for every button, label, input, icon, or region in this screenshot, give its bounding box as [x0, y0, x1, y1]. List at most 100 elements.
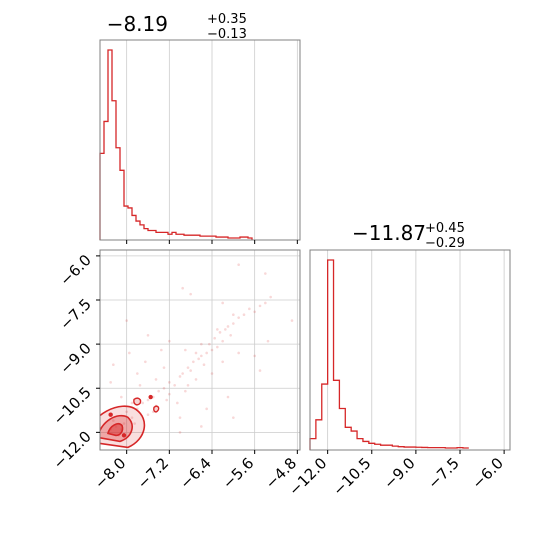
joint-frame: [99, 249, 301, 451]
scatter-point: [200, 425, 203, 428]
hist2-xtick-label-3: −7.5: [424, 454, 462, 492]
scatter-point: [202, 363, 206, 367]
joint-ytick-label-1: −7.5: [56, 295, 94, 333]
scatter-point: [146, 413, 150, 417]
contour-islet-1: [133, 397, 142, 406]
hist2-xtick-label-2: −9.0: [380, 454, 418, 492]
scatter-point: [232, 322, 235, 325]
scatter-point: [226, 325, 230, 328]
scatter-point: [133, 422, 136, 425]
scatter-point: [205, 407, 208, 411]
scatter-point: [208, 342, 211, 346]
scatter-point: [258, 369, 262, 372]
hist1-frame: [99, 39, 301, 241]
scatter-point: [146, 398, 150, 402]
scatter-point: [186, 366, 190, 369]
scatter-point: [189, 369, 192, 372]
scatter-point: [200, 354, 203, 358]
scatter-point: [266, 339, 270, 343]
scatter-point: [109, 381, 112, 384]
title-1-minus: −0.13: [207, 27, 247, 42]
joint-ytick-label-2: −9.0: [56, 339, 94, 377]
scatter-point: [178, 431, 182, 434]
scatter-point: [189, 292, 192, 296]
joint-scatter-panel: −8.0 −7.2 −6.4 −5.6 −4.8−6.0−7.5−9.0−10.5−12…: [50, 249, 301, 493]
scatter-point: [229, 333, 232, 337]
title-2-median: −11.87: [352, 221, 426, 245]
title-2: −11.87 +0.45 −0.29: [352, 221, 465, 251]
scatter-point: [264, 301, 267, 305]
scatter-point: [165, 398, 168, 402]
title-1: −8.19 +0.35 −0.13: [107, 12, 247, 42]
scatter-point: [176, 401, 179, 405]
histogram-panel-2: −12.0−10.5 −9.0 −7.5 −6.0: [285, 249, 511, 499]
title-1-plus: +0.35: [207, 12, 247, 27]
scatter-point: [144, 360, 147, 364]
scatter-point: [216, 328, 219, 331]
scatter-point: [181, 372, 184, 375]
title-1-median: −8.19: [107, 12, 168, 36]
scatter-point: [237, 316, 240, 319]
scatter-point: [125, 410, 128, 414]
scatter-point: [264, 272, 267, 275]
scatter-point: [125, 319, 128, 322]
scatter-point-dense: [148, 394, 153, 400]
scatter-point: [218, 331, 222, 334]
scatter-point: [232, 313, 235, 317]
scatter-point: [242, 313, 246, 317]
scatter-point: [168, 339, 171, 343]
scatter-point: [160, 348, 163, 352]
scatter-point: [216, 345, 219, 349]
joint-ytick-label-3: −10.5: [50, 383, 95, 428]
scatter-point: [162, 386, 166, 390]
scatter-point: [221, 339, 224, 343]
joint-xtick-label-3: −5.6: [219, 454, 257, 492]
scatter-point: [205, 351, 208, 355]
title-2-plus: +0.45: [425, 221, 465, 236]
scatter-point: [200, 342, 203, 346]
scatter-point-dense: [108, 412, 113, 417]
scatter-point: [210, 348, 214, 352]
scatter-point: [154, 378, 158, 381]
joint-ytick-label-4: −12.0: [50, 427, 95, 472]
scatter-point: [178, 375, 182, 378]
joint-xtick-label-1: −7.2: [134, 454, 172, 492]
scatter-point: [290, 319, 294, 322]
title-2-minus: −0.29: [425, 236, 465, 251]
scatter-point: [221, 301, 224, 305]
scatter-point: [122, 422, 126, 425]
hist1-histogram-step: [99, 49, 253, 240]
scatter-point-dense: [121, 433, 127, 438]
scatter-point: [237, 263, 240, 267]
scatter-point: [120, 395, 123, 399]
scatter-point: [130, 416, 134, 419]
scatter-point: [186, 383, 190, 387]
hist2-xtick-label-4: −6.0: [468, 454, 506, 492]
scatter-point: [253, 310, 256, 314]
scatter-point: [184, 348, 187, 352]
joint-xtick-label-2: −6.4: [176, 454, 214, 492]
scatter-point: [258, 304, 262, 308]
scatter-point: [157, 389, 160, 393]
scatter-point: [168, 392, 171, 396]
scatter-point: [253, 354, 256, 358]
scatter-point: [138, 383, 142, 387]
joint-xtick-label-0: −8.0: [91, 454, 129, 492]
scatter-point: [210, 372, 214, 375]
histogram-panel-1: [99, 39, 301, 244]
scatter-point: [226, 395, 230, 399]
scatter-point: [168, 381, 171, 384]
scatter-point: [112, 419, 115, 422]
scatter-point: [224, 328, 227, 331]
scatter-point: [184, 389, 187, 393]
scatter-point: [237, 351, 240, 355]
density-contours: [100, 397, 160, 449]
scatter-point: [181, 286, 184, 290]
hist2-xtick-label-1: −10.5: [329, 454, 374, 499]
scatter-point: [146, 333, 150, 337]
contour-inner: [107, 423, 124, 437]
scatter-point: [136, 372, 139, 375]
hist2-frame: [309, 249, 511, 451]
scatter-point: [162, 366, 166, 369]
